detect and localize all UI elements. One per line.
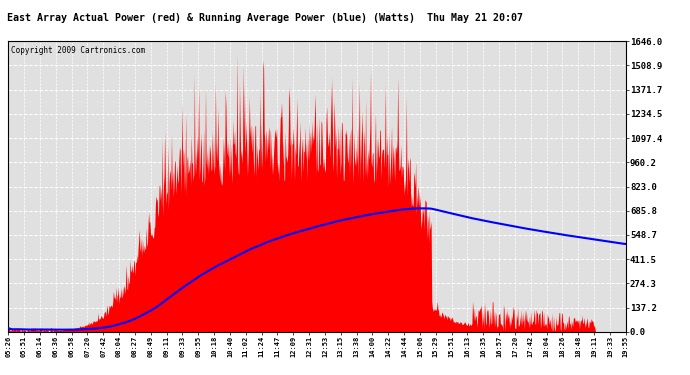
Text: Copyright 2009 Cartronics.com: Copyright 2009 Cartronics.com bbox=[11, 46, 146, 55]
Text: East Array Actual Power (red) & Running Average Power (blue) (Watts)  Thu May 21: East Array Actual Power (red) & Running … bbox=[7, 13, 523, 23]
